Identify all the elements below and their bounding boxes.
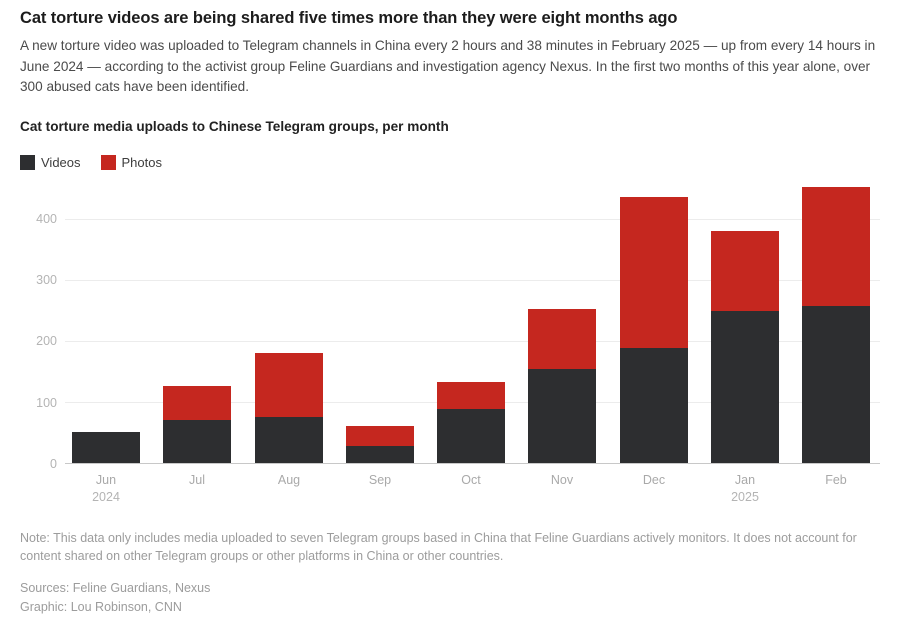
bar-segment-videos-jul [163,419,231,463]
bar-jun [72,431,140,463]
y-tick-label-200: 200 [36,334,57,349]
intro-paragraph: A new torture video was uploaded to Tele… [20,38,876,95]
x-tick-label-sep: Sep [368,472,392,487]
x-tick-label-nov: Nov [550,472,574,487]
gridline-300 [65,279,880,281]
article-page: Cat torture videos are being shared five… [20,9,880,614]
gridline-200 [65,340,880,342]
bar-segment-photos-jul [163,385,231,420]
x-tick-label-aug: Aug [277,472,301,487]
x-tick-label-jun: Jun [95,472,117,487]
bar-segment-videos-feb [802,305,870,463]
gridline-400 [65,218,880,220]
legend-label: Videos [41,154,81,170]
chart-legend: Videos Photos [20,154,880,170]
stacked-bar-chart: 0 100 200 300 400 Jun 2024 Jul Aug Sep Oct Nov Dec Ja… [20,183,880,505]
legend-swatch-photos [100,154,116,170]
bar-feb [802,186,870,463]
x-tick-year-2024: 2024 [92,489,120,504]
bar-segment-videos-oct [437,408,505,463]
legend-swatch-videos [20,154,35,170]
bar-segment-photos-aug [255,352,323,417]
chart-note: Note: This data only includes media uplo… [20,530,857,563]
bar-nov [528,308,596,463]
x-tick-label-feb: Feb [825,472,847,487]
chart-title: Cat torture media uploads to Chinese Tel… [20,118,449,134]
plot-area [65,183,880,464]
bar-segment-photos-feb [802,186,870,306]
bar-segment-photos-dec [620,196,688,348]
y-tick-label-0: 0 [50,456,57,471]
x-axis-line [65,462,880,464]
bar-jul [163,385,231,463]
bar-segment-photos-nov [528,308,596,369]
legend-item-videos: Videos [20,154,81,170]
bar-oct [437,381,505,463]
x-tick-label-oct: Oct [461,472,481,487]
bar-segment-videos-nov [528,368,596,463]
legend-item-photos: Photos [100,154,162,170]
page-title: Cat torture videos are being shared five… [20,9,678,27]
bar-segment-videos-jun [72,431,140,463]
bar-jan [711,230,779,463]
x-tick-label-jan: Jan [734,472,756,487]
x-tick-label-jul: Jul [189,472,205,487]
bar-segment-videos-sep [346,445,414,463]
bar-segment-videos-jan [711,310,779,463]
bar-segment-photos-oct [437,381,505,409]
chart-credit: Graphic: Lou Robinson, CNN [20,600,182,615]
x-tick-label-dec: Dec [642,472,666,487]
bar-segment-photos-jan [711,230,779,311]
bar-aug [255,352,323,463]
bar-dec [620,196,688,463]
y-tick-label-400: 400 [36,212,57,227]
y-tick-label-300: 300 [36,273,57,288]
bar-sep [346,425,414,463]
y-tick-label-100: 100 [36,395,57,410]
bar-segment-videos-aug [255,416,323,463]
x-tick-year-2025: 2025 [731,489,759,504]
legend-label: Photos [121,154,162,170]
bar-segment-photos-sep [346,425,414,446]
chart-sources: Sources: Feline Guardians, Nexus [20,580,211,595]
bar-segment-videos-dec [620,347,688,463]
